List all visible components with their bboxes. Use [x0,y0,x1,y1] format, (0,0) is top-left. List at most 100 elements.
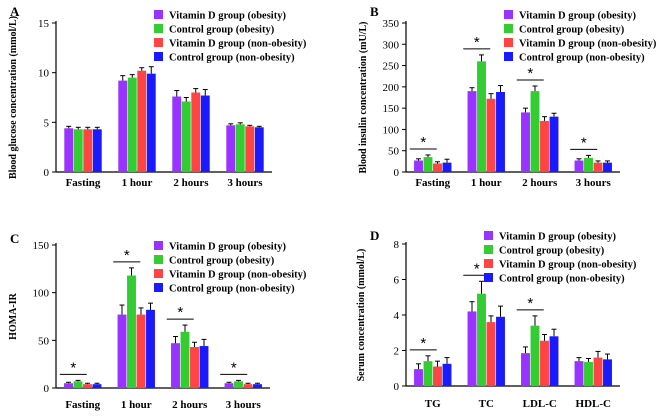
y-tick-label: 0 [394,167,400,179]
x-tick-label: 2 hours [522,177,558,189]
bar [243,384,253,388]
bar [433,163,442,172]
legend: Vitamin D group (obesity) Control group (… [484,231,637,285]
legend-swatch [504,10,513,19]
y-tick-label: 300 [383,39,400,51]
significance-star: * [420,134,426,151]
x-tick-label: Fasting [65,399,100,411]
bar [73,381,83,388]
legend-label: Vitamin D group (obesity) [499,232,616,243]
x-tick-label: 3 hours [227,177,263,189]
legend-swatch [154,255,163,264]
bar [549,336,559,386]
y-axis-label: Blood glucose concentration (mmol/L) [8,16,19,179]
bar [530,91,540,172]
y-tick-label: 15 [38,18,50,30]
legend-swatch [504,38,513,47]
legend-label: Vitamin D group (obesity) [169,242,286,253]
legend-label: Control group (non-obesity) [519,53,645,64]
x-tick-label: 1 hour [122,177,153,189]
bar [226,125,236,172]
bar [92,384,102,388]
bar [433,366,442,386]
x-tick-label: 2 hours [172,399,208,411]
legend-swatch [484,245,493,254]
bar [496,316,505,386]
x-tick-label: 1 hour [471,177,502,189]
legend-swatch [154,269,163,278]
significance-star: * [420,335,426,352]
bar [92,129,102,172]
bar [117,314,127,388]
legend-swatch [154,24,163,33]
legend-swatch [154,10,163,19]
legend-label: Vitamin D group (non-obesity) [519,39,657,50]
bar [584,362,593,386]
y-tick-label: 0 [394,381,400,393]
y-tick-label: 100 [33,288,50,300]
y-tick-label: 6 [394,275,400,287]
significance-star: * [474,34,480,51]
x-tick-label: LDL-C [523,398,557,410]
bar [136,314,146,388]
legend-swatch [154,52,163,61]
bar [442,162,452,172]
y-tick-label: 250 [383,61,400,73]
legend-label: Control group (obesity) [519,25,625,36]
y-tick-label: 100 [383,124,400,136]
bar [414,369,423,386]
bar [235,124,245,172]
significance-star: * [177,304,183,321]
bar [574,361,584,386]
bar [245,126,255,172]
bar [118,80,128,172]
bar [73,129,83,172]
chart-panel-c: C HOMA-IR 0 50 100 150 Fasting 1 hour 2 hours 3 h… [8,231,307,411]
bar [584,157,593,172]
y-tick-label: 150 [33,240,50,252]
bar [574,160,584,172]
bar [477,61,486,172]
x-tick-label: 1 hour [121,399,152,411]
significance-star: * [527,295,533,312]
legend: Vitamin D group (obesity) Control group (… [154,241,307,295]
bar [254,127,264,172]
x-tick-label: 2 hours [173,177,209,189]
legend-label: Control group (obesity) [499,246,605,257]
x-tick-label: TG [425,398,441,410]
y-tick-label: 4 [394,310,400,322]
legend-label: Vitamin D group (non-obesity) [499,260,637,271]
significance-star: * [474,260,480,277]
x-tick-label: 3 hours [576,177,612,189]
y-tick-label: 50 [38,335,50,347]
legend-label: Control group (obesity) [169,256,275,267]
bar [200,95,210,172]
panel-label: D [370,228,379,243]
significance-star: * [124,247,130,264]
y-tick-label: 10 [38,68,50,80]
significance-star: * [70,359,76,376]
bar [467,311,477,386]
bar [467,91,477,172]
bar [486,322,496,386]
bar [496,91,505,172]
bar [593,162,603,172]
y-tick-label: 5 [44,117,50,129]
legend-label: Vitamin D group (obesity) [519,11,636,22]
bar [442,363,452,386]
bar [603,359,612,386]
y-tick-label: 2 [394,346,400,358]
bar [146,73,156,172]
bar [253,384,262,388]
legend-label: Vitamin D group (obesity) [169,11,286,22]
bar [423,157,433,172]
bar [199,346,209,388]
legend-swatch [154,283,163,292]
bar [234,381,243,388]
y-tick-label: 350 [383,18,400,30]
x-tick-label: HDL-C [576,398,612,410]
bar [64,128,74,172]
legend-swatch [504,52,513,61]
